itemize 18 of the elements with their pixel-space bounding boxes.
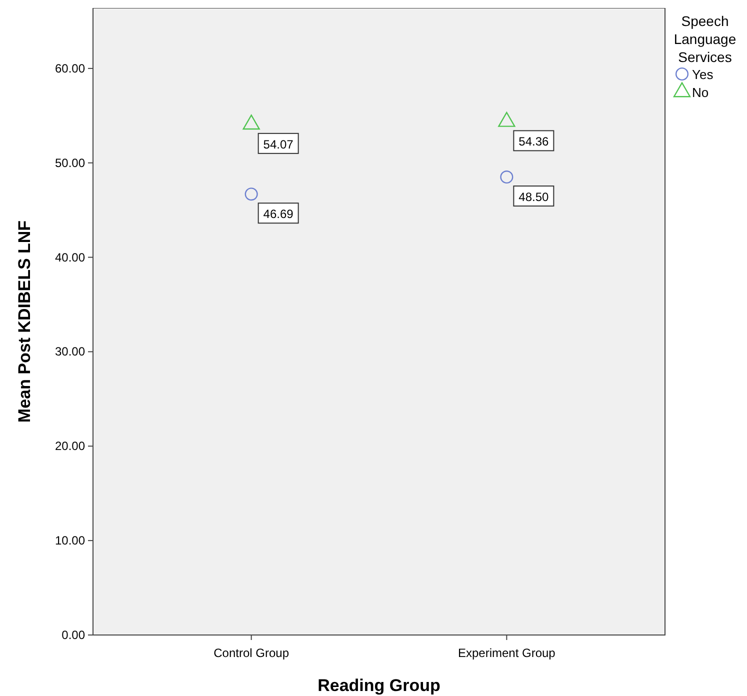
legend-label: No <box>692 85 709 100</box>
y-tick-label: 60.00 <box>54 61 86 76</box>
x-tick-label: Control Group <box>214 646 290 660</box>
y-tick-label: 10.00 <box>54 534 86 548</box>
x-tick-label: Experiment Group <box>458 646 556 660</box>
x-axis-title: Reading Group <box>318 676 440 695</box>
data-label: 54.07 <box>263 137 294 152</box>
y-tick-label: 50.00 <box>54 156 86 170</box>
y-axis-title: Mean Post KDIBELS LNF <box>15 220 34 423</box>
y-tick-label: 20.00 <box>54 439 86 454</box>
data-label: 46.69 <box>263 207 294 222</box>
legend-title: Speech Language Services <box>674 13 736 65</box>
y-tick-label: 0.00 <box>62 628 86 642</box>
data-label: 48.50 <box>518 190 550 204</box>
y-tick-label: 30.00 <box>54 344 86 359</box>
y-tick-label: 40.00 <box>54 250 86 264</box>
legend-label: Yes <box>692 67 714 82</box>
data-label: 54.36 <box>518 134 550 149</box>
